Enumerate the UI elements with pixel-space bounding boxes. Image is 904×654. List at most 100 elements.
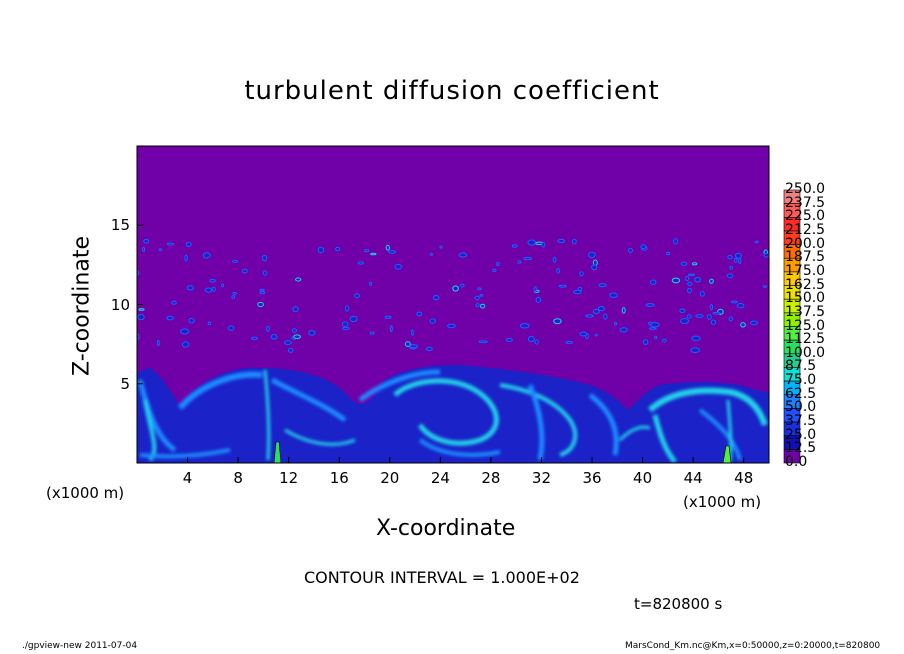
eddy bbox=[291, 328, 297, 333]
eddy bbox=[685, 275, 690, 282]
surface-spike bbox=[722, 445, 732, 463]
x-tick-label: 40 bbox=[633, 469, 653, 487]
eddy bbox=[335, 246, 341, 252]
eddy bbox=[185, 241, 192, 248]
eddy bbox=[369, 331, 375, 335]
y-tick-label: 5 bbox=[120, 374, 130, 393]
y-tick-label: 10 bbox=[110, 295, 130, 314]
colorbar-level-label: 125.0 bbox=[785, 317, 826, 334]
eddy bbox=[478, 340, 488, 344]
x-tick-label: 28 bbox=[481, 469, 501, 487]
eddy bbox=[404, 341, 411, 347]
x-tick-marks bbox=[187, 457, 745, 463]
colorbar-level-label: 187.5 bbox=[785, 249, 826, 266]
eddy bbox=[293, 334, 301, 340]
eddy bbox=[666, 251, 671, 256]
eddy bbox=[671, 277, 681, 284]
colorbar-level-label: 75.0 bbox=[785, 372, 817, 389]
colorbar-level-label: 0.0 bbox=[785, 454, 808, 470]
eddy bbox=[728, 316, 733, 322]
eddy bbox=[727, 255, 733, 260]
eddy bbox=[207, 321, 212, 326]
eddy bbox=[241, 268, 248, 274]
chart-title: turbulent diffusion coefficient bbox=[244, 76, 660, 106]
eddy bbox=[429, 318, 436, 324]
eddy bbox=[202, 252, 211, 259]
eddy bbox=[594, 333, 598, 337]
eddy bbox=[527, 239, 536, 246]
eddy bbox=[709, 304, 714, 311]
eddy bbox=[738, 257, 742, 265]
eddy bbox=[262, 254, 268, 262]
colorbar-level-label: 100.0 bbox=[785, 344, 826, 361]
x-tick-label: 20 bbox=[380, 469, 400, 487]
eddy bbox=[388, 250, 397, 254]
eddy bbox=[474, 295, 480, 301]
colorbar-level-label: 50.0 bbox=[785, 399, 817, 416]
eddy bbox=[416, 311, 423, 317]
colorbar-level-label: 25.0 bbox=[785, 426, 817, 443]
eddy bbox=[557, 238, 566, 244]
eddy bbox=[227, 325, 235, 331]
eddy bbox=[345, 305, 350, 312]
eddy bbox=[369, 281, 373, 286]
eddy bbox=[156, 339, 160, 347]
eddy bbox=[317, 246, 325, 254]
colorbar-level-label: 87.5 bbox=[785, 358, 817, 375]
x-tick-label: 8 bbox=[233, 469, 243, 487]
eddy bbox=[354, 293, 360, 299]
eddy bbox=[733, 257, 738, 263]
eddy bbox=[283, 340, 292, 346]
eddy bbox=[251, 336, 258, 340]
x-unit-label: (x1000 m) bbox=[683, 493, 762, 511]
colorbar-level-label: 137.5 bbox=[785, 303, 826, 320]
eddy bbox=[259, 291, 266, 295]
colorbar-level-label: 237.5 bbox=[785, 194, 826, 211]
eddy bbox=[712, 311, 721, 315]
eddy bbox=[579, 331, 588, 337]
x-tick-label: 36 bbox=[582, 469, 602, 487]
eddy bbox=[410, 329, 414, 336]
eddy bbox=[385, 244, 390, 251]
colorbar-swatch bbox=[783, 449, 801, 464]
eddy bbox=[262, 270, 268, 276]
eddy bbox=[266, 325, 270, 332]
y-tick-marks bbox=[137, 224, 143, 385]
eddy bbox=[740, 322, 746, 328]
colorbar-level-label: 37.5 bbox=[785, 413, 817, 430]
surface-spike bbox=[273, 441, 282, 463]
eddy bbox=[673, 238, 679, 245]
x-axis-label: X-coordinate bbox=[376, 516, 516, 541]
eddy bbox=[710, 319, 717, 325]
eddy bbox=[496, 262, 500, 266]
eddy bbox=[460, 283, 465, 288]
colorbar-level-label: 212.5 bbox=[785, 221, 826, 238]
eddy bbox=[137, 314, 145, 321]
eddy bbox=[259, 288, 265, 292]
eddy bbox=[690, 347, 700, 354]
eddy bbox=[270, 334, 278, 340]
eddy bbox=[363, 249, 370, 253]
eddy bbox=[138, 308, 145, 311]
mixed-layer-filaments bbox=[137, 369, 768, 463]
eddy bbox=[585, 314, 594, 318]
x-tick-label: 24 bbox=[430, 469, 450, 487]
eddy bbox=[687, 287, 692, 294]
colorbar-level-label: 225.0 bbox=[785, 208, 826, 225]
colorbar-level-label: 12.5 bbox=[785, 440, 817, 457]
eddy bbox=[519, 323, 530, 329]
eddy bbox=[492, 268, 497, 272]
colorbar-level-label: 200.0 bbox=[785, 235, 826, 252]
eddy bbox=[750, 320, 758, 326]
eddy bbox=[209, 278, 216, 283]
colorbar-level-label: 150.0 bbox=[785, 290, 826, 307]
eddy bbox=[143, 238, 150, 244]
eddy bbox=[680, 261, 688, 266]
eddy bbox=[706, 314, 712, 320]
eddy bbox=[171, 300, 177, 305]
eddy bbox=[579, 271, 584, 277]
eddy bbox=[349, 315, 358, 323]
colorbar-level-label: 175.0 bbox=[785, 262, 826, 279]
eddy bbox=[556, 268, 561, 274]
